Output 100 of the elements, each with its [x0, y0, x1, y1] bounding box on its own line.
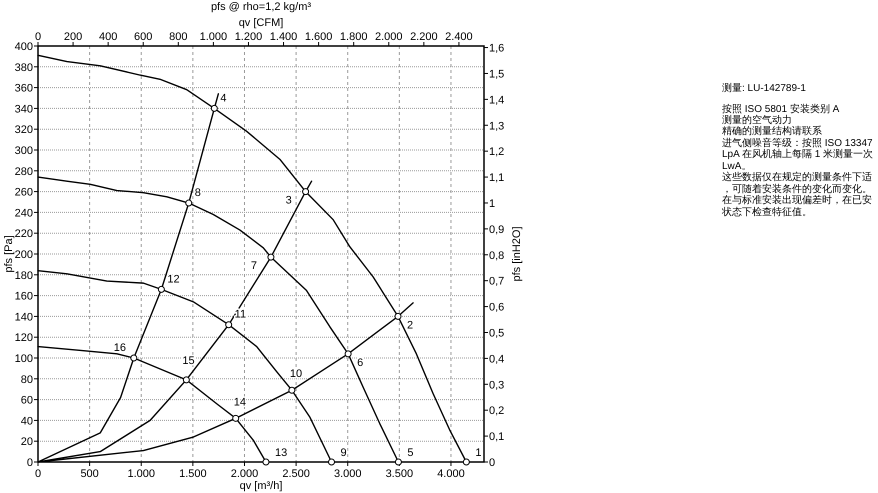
y2-tick-label: 1,6	[489, 42, 504, 55]
x-tick-label: 500	[80, 468, 99, 480]
x2-tick-label: 1.600	[304, 31, 332, 43]
text: 这些数据仅在规定的测量条件下适	[722, 171, 872, 183]
x-tick-label: 0	[34, 468, 42, 480]
point	[225, 321, 232, 328]
y2-tick-label: 1,1	[489, 172, 504, 184]
x2-tick-label: 1.000	[200, 31, 228, 43]
annotation: 12	[167, 273, 180, 286]
y-tick-label: 240	[14, 207, 33, 220]
y2-tick-label: 1,2	[489, 146, 504, 158]
text: ，可随着安装条件的变化而变化。	[722, 183, 872, 195]
x2-tick-label: 400	[98, 31, 118, 43]
y-tick-label: 340	[14, 103, 33, 116]
y2-tick-label: 1,4	[489, 94, 504, 106]
annotation: 14	[234, 396, 246, 408]
text: 测量: LU-142789-1	[722, 82, 806, 94]
text: LpA 在风机轴上每隔 1 米测量一次	[722, 148, 874, 160]
annotation: 15	[182, 354, 195, 367]
y2-tick-label: 0,8	[489, 250, 504, 262]
point	[262, 458, 270, 466]
x-axis-title: qv [m³/h]	[240, 480, 282, 492]
x-tick-label: 4.000	[437, 468, 465, 480]
y-tick-label: 300	[14, 145, 33, 157]
y-tick-label: 60	[20, 394, 33, 407]
y-tick-label: 120	[14, 332, 33, 344]
point	[302, 188, 310, 196]
y2-tick-label: 0,3	[489, 379, 504, 392]
x2-tick-label: 800	[169, 31, 188, 43]
x-tick-label: 2.500	[282, 468, 310, 480]
x2-tick-label: 1.200	[234, 31, 262, 43]
annotation: 13	[274, 447, 288, 459]
y2-tick-label: 0,7	[489, 276, 504, 288]
x2-tick-label: 1.800	[340, 31, 368, 43]
x2-tick-label: 200	[64, 31, 82, 43]
point	[462, 458, 470, 466]
y-tick-label: 260	[14, 186, 33, 199]
x2-tick-label: 2.200	[410, 31, 438, 43]
y2-tick-label: 0,4	[489, 353, 504, 366]
y2-tick-label: 0,5	[489, 327, 504, 340]
y2-tick-label: 0,6	[489, 302, 504, 314]
y-tick-label: 20	[20, 436, 33, 448]
annotation: 11	[234, 308, 246, 321]
annotation: 5	[407, 447, 414, 459]
x-tick-label: 3.000	[334, 468, 362, 480]
y-tick-label: 200	[14, 249, 33, 261]
y-tick-label: 380	[14, 62, 33, 74]
annotation: 16	[114, 342, 126, 354]
y-tick-label: 400	[14, 41, 33, 53]
text: 测量的空气动力	[722, 114, 792, 126]
x2-tick-label: 600	[134, 31, 152, 43]
y2-tick-label: 1,5	[489, 68, 504, 80]
y2-tick-label: 0,1	[489, 431, 504, 444]
point	[344, 350, 352, 358]
text: 在与标准安装出现偏差时，在已安	[722, 194, 872, 206]
x-tick-label: 1.500	[179, 468, 207, 480]
y-tick-label: 160	[14, 290, 33, 303]
text: 进气侧噪音等级：按照 ISO 13347	[722, 137, 874, 149]
x2-tick-label: 2.000	[375, 31, 403, 43]
point	[288, 386, 296, 394]
x2-tick-label: 2.400	[445, 31, 473, 43]
x-tick-label: 1.000	[127, 468, 156, 480]
y2-axis-title: pfs [inH2O]	[511, 226, 523, 282]
y-tick-label: 220	[14, 228, 33, 240]
annotation: 9	[340, 447, 347, 459]
y2-tick-label: 0	[489, 457, 496, 469]
y-tick-label: 0	[26, 457, 33, 469]
x-tick-label: 3.500	[386, 468, 414, 480]
annotation: 1	[475, 447, 482, 459]
y2-tick-label: 1	[489, 198, 496, 210]
annotation: 7	[250, 260, 258, 272]
y-tick-label: 280	[14, 166, 33, 178]
point	[328, 458, 336, 466]
x2-tick-label: 0	[34, 31, 42, 43]
text: 按照 ISO 5801 安装类别 A	[722, 103, 840, 115]
point	[158, 286, 165, 293]
point	[130, 354, 138, 362]
y-tick-label: 360	[14, 82, 33, 95]
annotation: 2	[407, 319, 414, 332]
point	[267, 254, 274, 261]
point	[182, 376, 190, 384]
y-axis-title: pfs [Pa]	[3, 235, 15, 273]
y-tick-label: 100	[14, 353, 33, 365]
point	[185, 200, 192, 207]
annotation: 4	[220, 92, 226, 104]
annotation: 3	[286, 194, 292, 207]
x2-axis-title: qv [CFM]	[238, 17, 284, 29]
y-tick-label: 140	[14, 311, 33, 324]
y2-tick-label: 1,3	[489, 120, 504, 132]
point	[210, 104, 218, 112]
y-tick-label: 180	[14, 270, 33, 282]
text: 状态下检查特征值。	[721, 206, 812, 218]
point	[232, 414, 240, 422]
y2-tick-label: 0,2	[489, 405, 504, 418]
y2-tick-label: 0,9	[489, 224, 504, 236]
annotation: 6	[357, 356, 364, 369]
y-tick-label: 80	[20, 374, 33, 386]
annotation: 8	[194, 187, 201, 200]
y-tick-label: 40	[20, 415, 33, 428]
y-tick-label: 320	[14, 124, 33, 136]
